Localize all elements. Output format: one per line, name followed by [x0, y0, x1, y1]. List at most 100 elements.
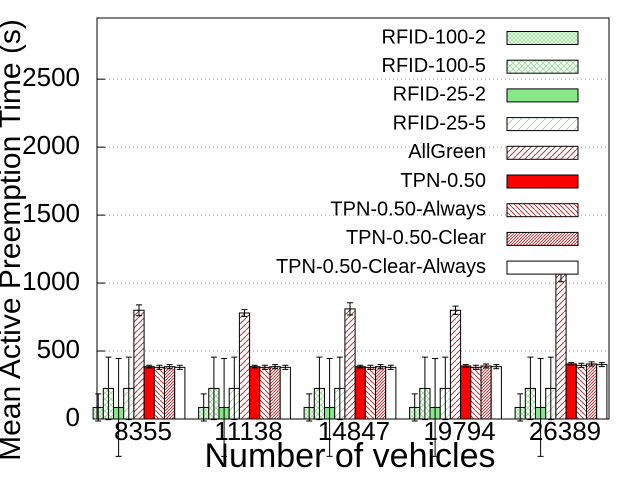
bar	[470, 366, 482, 420]
error-bar	[421, 356, 428, 421]
error-bar	[377, 364, 384, 370]
legend-swatch	[506, 260, 579, 275]
bar	[586, 363, 598, 420]
x-tick-label: 19794	[423, 416, 495, 446]
error-bar	[282, 364, 289, 370]
error-bar	[326, 358, 333, 457]
plot-frame	[96, 17, 610, 420]
error-bar	[261, 364, 268, 370]
legend-swatch	[506, 203, 579, 218]
error-bar	[272, 364, 279, 370]
error-bar	[105, 356, 112, 421]
bar	[596, 364, 608, 420]
x-tick-label: 14847	[318, 416, 390, 446]
error-bar	[442, 356, 449, 421]
error-bar	[588, 361, 595, 367]
error-bar	[306, 393, 313, 422]
error-bar	[125, 356, 132, 421]
legend-swatch	[506, 31, 579, 45]
error-bar	[200, 393, 207, 422]
y-tick-label: 1500	[22, 198, 80, 228]
y-tick-label: 2500	[22, 62, 80, 92]
bar	[565, 363, 577, 420]
error-bar	[210, 356, 217, 421]
x-tick-label: 26389	[529, 416, 601, 446]
x-axis-title: Number of vehicles	[204, 437, 495, 475]
bar	[575, 364, 587, 420]
error-bar	[493, 364, 500, 370]
legend-label: TPN-0.50-Always	[330, 198, 486, 220]
bar	[364, 366, 376, 420]
legend-swatch	[506, 88, 579, 103]
error-bar	[578, 362, 585, 368]
bar	[259, 366, 271, 420]
error-bar	[537, 358, 544, 457]
error-bar	[483, 363, 490, 369]
legend-swatch	[506, 117, 579, 132]
error-bar	[115, 358, 122, 457]
bar	[555, 271, 567, 420]
error-bar	[472, 364, 479, 370]
legend-swatch	[506, 145, 579, 160]
error-bar	[547, 356, 554, 421]
legend-label: RFID-100-5	[382, 55, 486, 77]
y-tick-label: 500	[37, 334, 80, 364]
x-tick-label: 8355	[114, 416, 172, 446]
bar	[490, 366, 502, 420]
legend-label: TPN-0.50-Clear-Always	[276, 256, 486, 278]
legend-swatch	[506, 59, 579, 74]
error-bar	[176, 364, 183, 370]
error-bar	[527, 356, 534, 421]
y-tick-label: 0	[66, 402, 80, 432]
error-bar	[156, 364, 163, 370]
error-bar	[316, 356, 323, 421]
error-bar	[452, 305, 459, 315]
error-bar	[166, 364, 173, 370]
legend-swatch	[506, 231, 579, 246]
error-bar	[432, 358, 439, 457]
error-bar	[231, 356, 238, 421]
legend-label: TPN-0.50	[400, 170, 486, 192]
error-bar	[136, 304, 142, 317]
error-bar	[411, 393, 418, 422]
bar	[354, 366, 366, 420]
error-bar	[95, 393, 102, 422]
error-bar	[367, 364, 374, 370]
bar	[249, 366, 261, 420]
legend-label: TPN-0.50-Clear	[346, 227, 486, 249]
bar	[133, 309, 145, 420]
bar	[164, 366, 176, 420]
y-tick-label: 2000	[22, 130, 80, 160]
legend-label: RFID-25-2	[393, 84, 486, 106]
error-bar	[517, 393, 524, 422]
error-bar	[221, 358, 228, 457]
bar	[238, 312, 251, 420]
bar	[460, 365, 472, 420]
error-bar	[357, 364, 364, 369]
bar	[385, 366, 397, 420]
error-bar	[387, 364, 394, 370]
bar	[375, 366, 387, 420]
bar	[143, 366, 155, 420]
legend-label: RFID-25-5	[393, 112, 486, 134]
bar	[269, 366, 281, 420]
error-bar	[251, 364, 258, 369]
error-bar	[568, 362, 575, 366]
error-bar	[462, 364, 469, 368]
y-axis-title: Mean Active Preemption Time (s)	[0, 19, 27, 461]
bar	[174, 366, 186, 420]
x-tick-label: 11138	[214, 416, 282, 446]
bar	[449, 309, 462, 420]
legend-label: AllGreen	[408, 141, 486, 163]
legend-swatch	[506, 174, 579, 189]
bar	[344, 308, 356, 420]
bar	[153, 366, 166, 420]
error-bar	[336, 356, 343, 421]
bar	[480, 365, 492, 420]
legend-label: RFID-100-2	[382, 26, 486, 48]
y-tick-label: 1000	[22, 266, 80, 296]
error-bar	[241, 309, 248, 317]
error-bar	[347, 302, 353, 316]
error-bar	[598, 362, 605, 368]
